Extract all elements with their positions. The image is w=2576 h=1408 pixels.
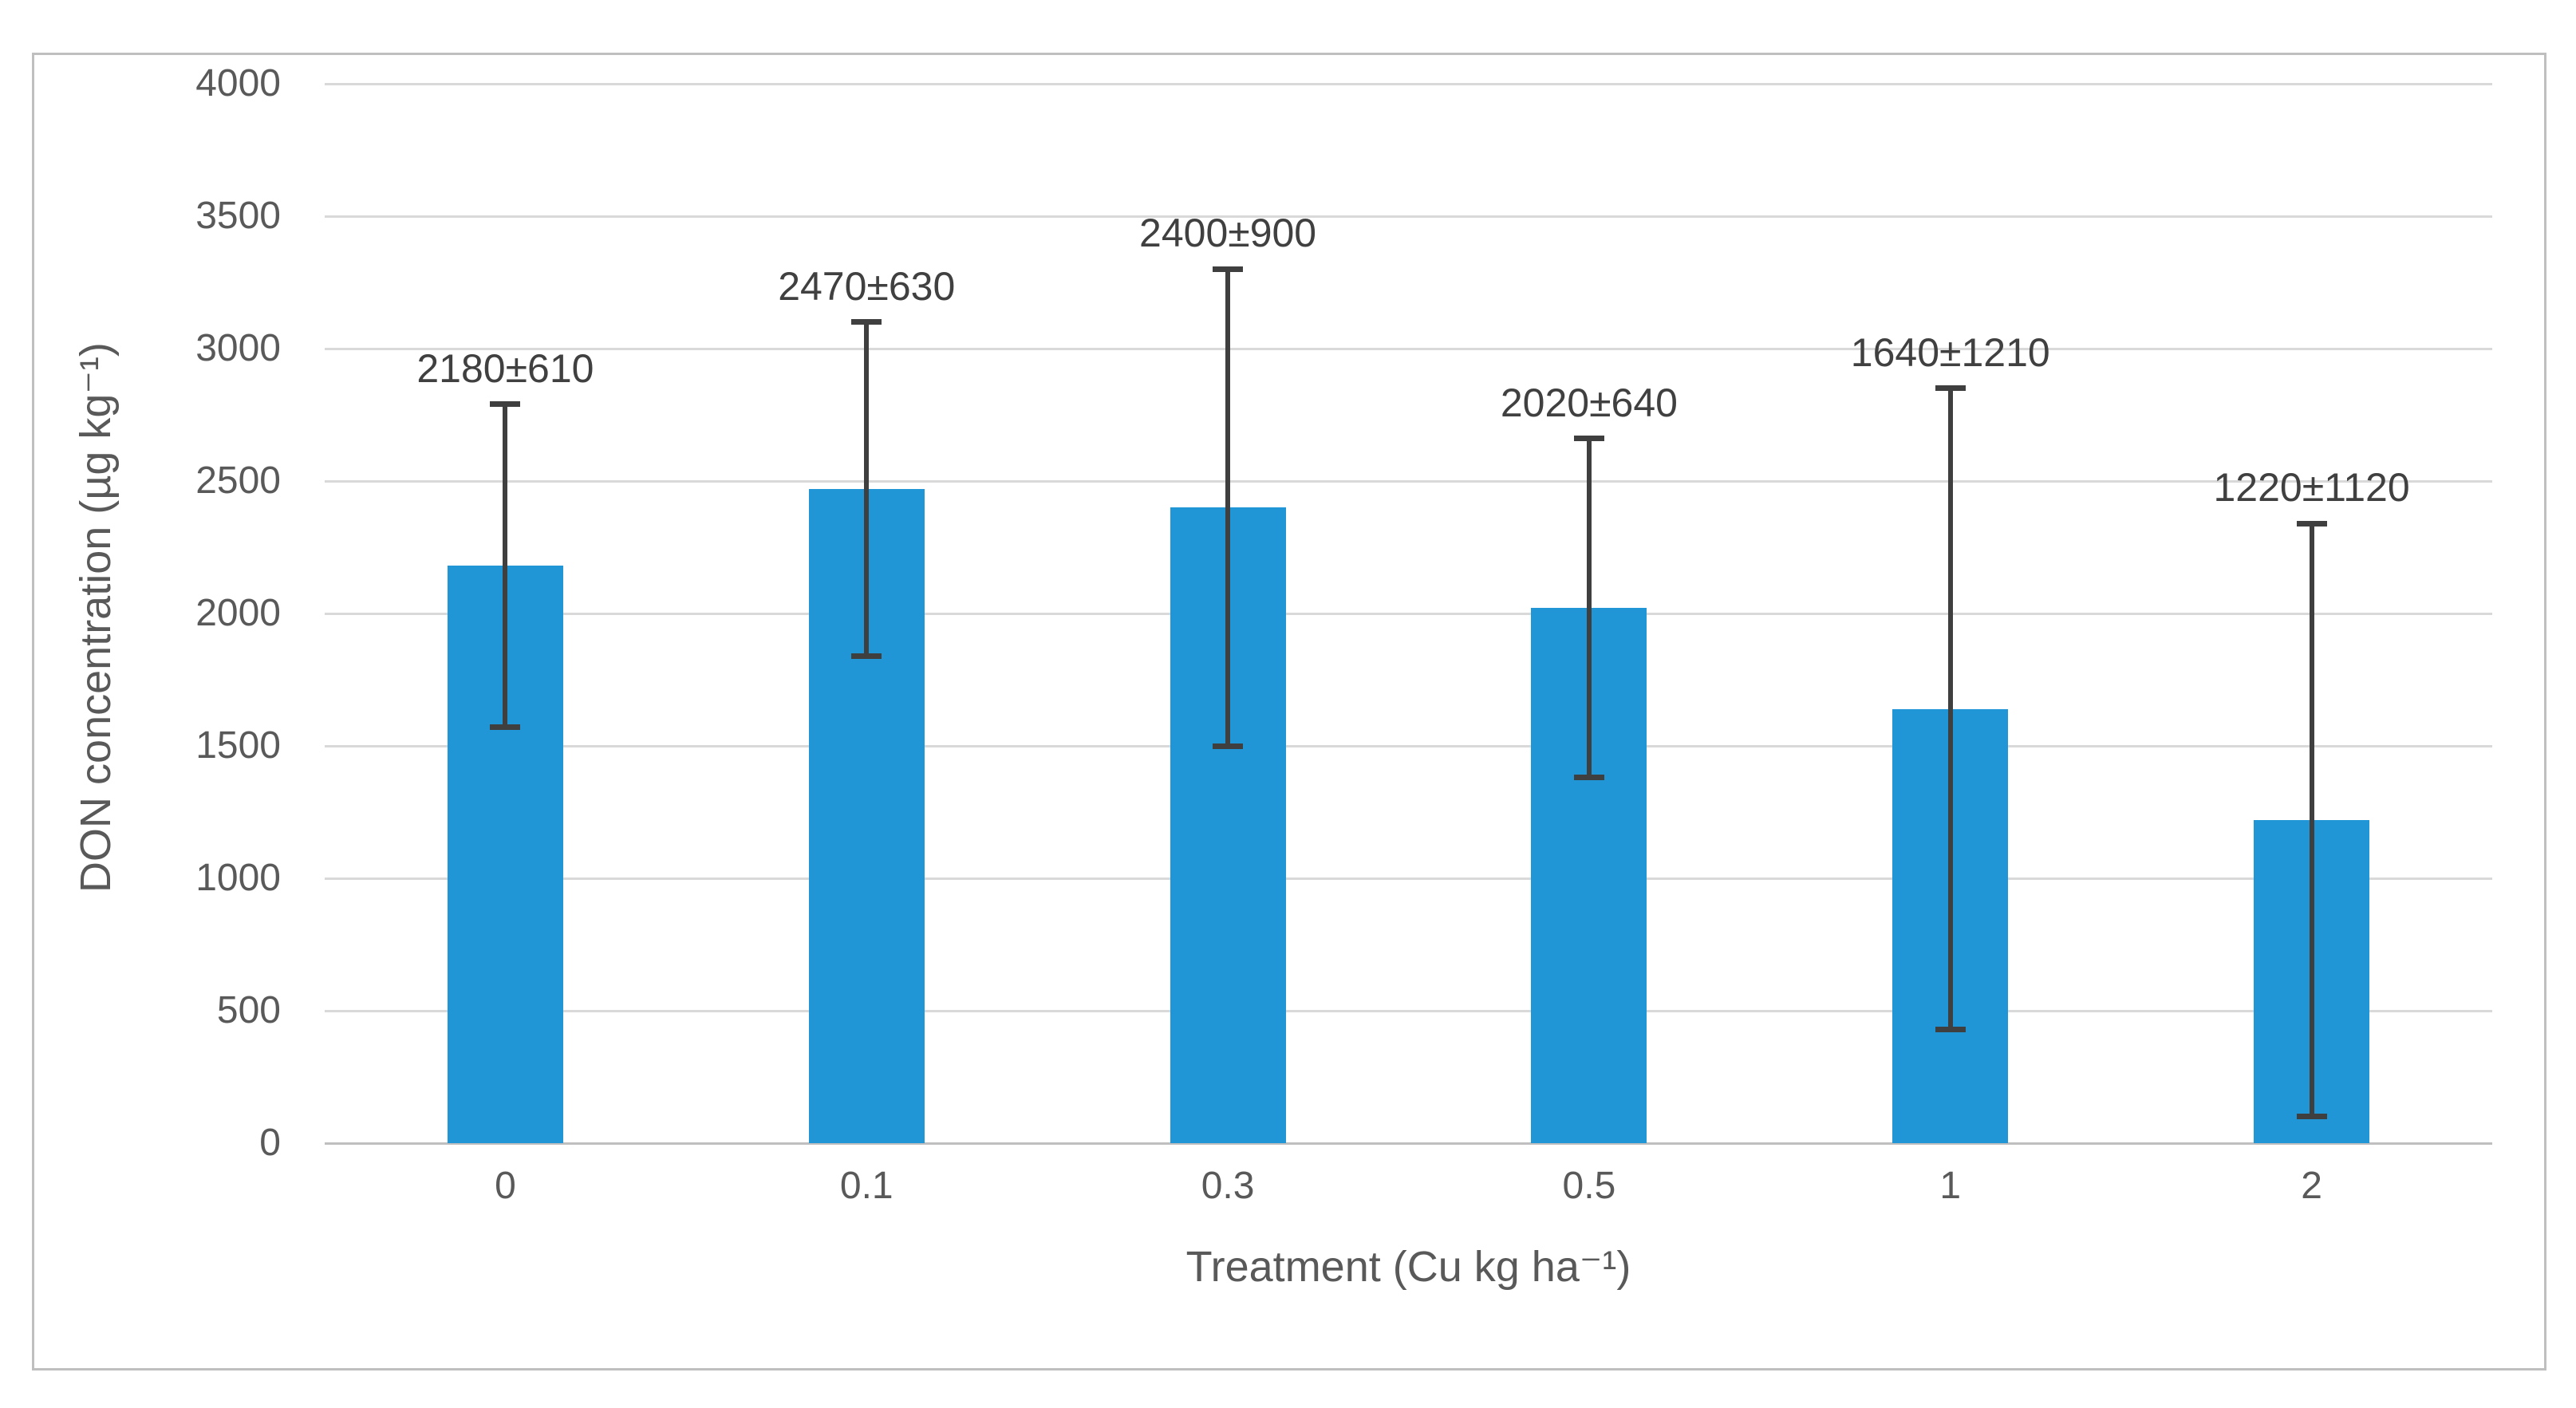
error-bar-top-cap — [2296, 520, 2327, 527]
error-bar-bottom-cap — [1573, 775, 1604, 781]
gridline — [325, 877, 2492, 880]
y-tick-label: 2000 — [195, 592, 281, 634]
bar-value-label: 2020±640 — [1500, 380, 1678, 425]
gridline — [325, 82, 2492, 85]
x-tick-label: 2 — [2301, 1165, 2322, 1207]
gridline — [325, 612, 2492, 615]
y-tick-label: 3000 — [195, 327, 281, 369]
y-tick-label: 1500 — [195, 724, 281, 767]
plot-area: 2180±610 2470±630 2400±900 2020±640 1640±121… — [325, 82, 2492, 1145]
error-bar — [864, 321, 870, 657]
x-axis-title: Treatment (Cu kg ha⁻¹) — [1185, 1243, 1631, 1291]
bar-value-label: 2400±900 — [1139, 211, 1317, 256]
gridline — [325, 744, 2492, 747]
error-bar-bottom-cap — [851, 653, 882, 659]
error-bar — [1947, 388, 1953, 1030]
gridline — [325, 215, 2492, 218]
x-axis-line — [325, 1142, 2492, 1145]
error-bar-top-cap — [1935, 385, 1966, 392]
gridline — [325, 347, 2492, 350]
y-tick-label: 500 — [216, 989, 281, 1031]
error-bar-bottom-cap — [2296, 1114, 2327, 1120]
bar-value-label: 1640±1210 — [1850, 329, 2050, 375]
y-tick-label: 4000 — [195, 62, 281, 105]
y-tick-label: 3500 — [195, 195, 281, 237]
error-bar-top-cap — [851, 319, 882, 325]
error-bar-bottom-cap — [490, 724, 521, 731]
bar-value-label: 1220±1120 — [2213, 465, 2410, 511]
error-bar-top-cap — [1573, 436, 1604, 442]
bar-value-label: 2470±630 — [778, 263, 956, 309]
error-bar — [503, 404, 508, 728]
x-axis-tick-labels: 0 0.1 0.3 0.5 1 2 — [325, 1161, 2492, 1217]
x-tick-label: 0.5 — [1562, 1165, 1616, 1207]
error-bar — [1225, 269, 1231, 746]
gridline — [325, 1009, 2492, 1012]
y-tick-label: 0 — [259, 1122, 281, 1164]
y-tick-label: 2500 — [195, 459, 281, 502]
y-axis-tick-labels: 0 500 1000 1500 2000 2500 3000 3500 4000 — [0, 62, 281, 1164]
error-bar-top-cap — [1213, 266, 1244, 272]
y-tick-label: 1000 — [195, 857, 281, 899]
x-tick-label: 0 — [495, 1165, 516, 1207]
bar-value-label: 2180±610 — [416, 345, 594, 391]
x-tick-label: 0.1 — [839, 1165, 894, 1207]
gridline — [325, 479, 2492, 483]
error-bar — [1586, 438, 1592, 778]
x-tick-label: 0.3 — [1201, 1165, 1255, 1207]
error-bar-top-cap — [490, 401, 521, 408]
x-tick-label: 1 — [1939, 1165, 1962, 1207]
error-bar — [2309, 523, 2314, 1117]
error-bar-bottom-cap — [1935, 1026, 1966, 1032]
error-bar-bottom-cap — [1213, 743, 1244, 749]
